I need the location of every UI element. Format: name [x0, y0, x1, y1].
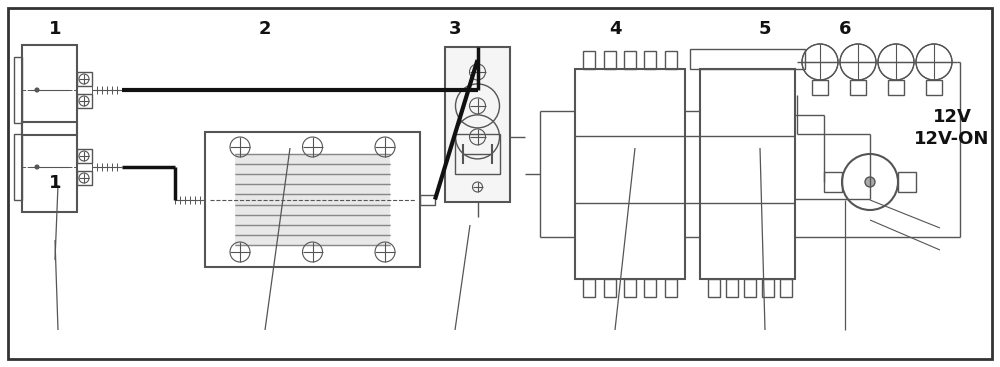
- Bar: [455, 134, 500, 174]
- Bar: [624, 279, 636, 297]
- Bar: [624, 51, 636, 69]
- Text: 12V-ON: 12V-ON: [914, 130, 990, 149]
- Bar: [575, 69, 685, 279]
- Bar: [898, 172, 916, 192]
- Bar: [604, 279, 616, 297]
- Bar: [824, 172, 842, 192]
- Bar: [77, 94, 92, 108]
- Bar: [780, 279, 792, 297]
- Bar: [77, 72, 92, 86]
- Bar: [926, 80, 942, 95]
- Bar: [690, 49, 805, 69]
- Bar: [644, 51, 656, 69]
- Circle shape: [865, 177, 875, 187]
- Text: 5: 5: [759, 20, 771, 39]
- Text: 1: 1: [49, 174, 61, 193]
- Bar: [420, 195, 435, 204]
- Circle shape: [35, 88, 39, 92]
- Text: 1: 1: [49, 20, 61, 39]
- Bar: [235, 154, 390, 245]
- Bar: [77, 171, 92, 185]
- Bar: [665, 279, 677, 297]
- Bar: [888, 80, 904, 95]
- Bar: [700, 69, 795, 279]
- Circle shape: [35, 165, 39, 169]
- Bar: [22, 122, 77, 212]
- Bar: [77, 149, 92, 163]
- Bar: [205, 132, 420, 267]
- Bar: [665, 51, 677, 69]
- Bar: [644, 279, 656, 297]
- Bar: [604, 51, 616, 69]
- Bar: [22, 45, 77, 135]
- Text: 6: 6: [839, 20, 851, 39]
- Bar: [726, 279, 738, 297]
- Bar: [744, 279, 756, 297]
- Bar: [850, 80, 866, 95]
- Text: 12V: 12V: [933, 108, 971, 127]
- Bar: [812, 80, 828, 95]
- Bar: [14, 57, 22, 123]
- Bar: [708, 279, 720, 297]
- Text: 4: 4: [609, 20, 621, 39]
- Bar: [762, 279, 774, 297]
- Bar: [583, 51, 595, 69]
- Bar: [14, 134, 22, 200]
- Text: 2: 2: [259, 20, 271, 39]
- Text: 3: 3: [449, 20, 461, 39]
- Bar: [445, 47, 510, 202]
- Bar: [583, 279, 595, 297]
